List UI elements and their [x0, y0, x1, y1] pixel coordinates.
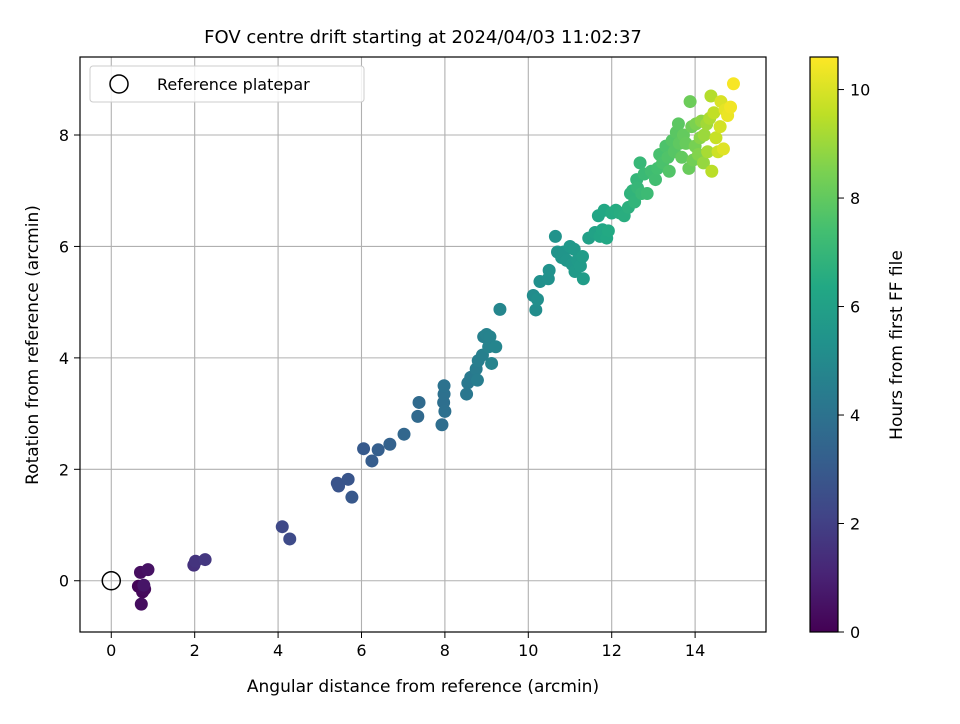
data-point	[705, 164, 719, 178]
y-tick-label: 6	[59, 237, 69, 256]
data-points	[131, 77, 740, 611]
x-tick-label: 8	[440, 641, 450, 660]
data-point	[493, 302, 507, 316]
x-axis-ticks: 0 2 4 6 8 10 12 14	[106, 632, 705, 660]
x-tick-label: 12	[602, 641, 622, 660]
data-point	[345, 490, 359, 504]
data-point	[701, 145, 715, 159]
colorbar-tick-label: 2	[850, 515, 860, 534]
data-point	[283, 532, 297, 546]
data-point	[485, 356, 499, 370]
data-point	[134, 597, 148, 611]
x-tick-label: 14	[685, 641, 705, 660]
data-point	[371, 443, 385, 457]
data-point	[601, 224, 615, 238]
data-point	[724, 100, 738, 114]
data-point	[141, 563, 155, 577]
y-axis-label: Rotation from reference (arcmin)	[23, 205, 43, 485]
data-point	[709, 131, 723, 145]
data-point	[707, 106, 721, 120]
x-tick-label: 0	[106, 641, 116, 660]
data-point	[648, 173, 662, 187]
data-point	[713, 120, 727, 134]
data-point	[697, 128, 711, 142]
data-point	[576, 249, 590, 263]
x-tick-label: 2	[190, 641, 200, 660]
data-point	[726, 77, 740, 91]
data-point	[489, 340, 503, 354]
plot-frame	[79, 56, 767, 633]
legend-box	[89, 65, 365, 103]
data-point	[411, 409, 425, 423]
colorbar-tick-label: 0	[850, 623, 860, 642]
data-point	[397, 427, 411, 441]
data-point	[435, 418, 449, 432]
data-point	[437, 379, 451, 393]
data-point	[470, 373, 484, 387]
colorbar-ticks: 0 2 4 6 8 10	[838, 81, 870, 642]
data-point	[530, 292, 544, 306]
data-point	[483, 330, 497, 344]
data-point	[671, 117, 685, 131]
data-point	[275, 520, 289, 534]
data-point	[662, 164, 676, 178]
data-point	[137, 578, 151, 592]
x-axis-label: Angular distance from reference (arcmin)	[247, 677, 599, 697]
data-point	[548, 229, 562, 243]
data-point	[704, 89, 718, 103]
chart-title: FOV centre drift starting at 2024/04/03 …	[204, 27, 642, 48]
data-point	[633, 156, 647, 170]
data-point	[365, 454, 379, 468]
data-point	[189, 554, 203, 568]
colorbar-label: Hours from first FF file	[887, 250, 907, 440]
reference-platepar-marker	[101, 570, 122, 591]
y-tick-label: 8	[59, 126, 69, 145]
data-point	[640, 187, 654, 201]
legend-label: Reference platepar	[157, 75, 310, 94]
x-tick-label: 10	[518, 641, 538, 660]
data-point	[383, 437, 397, 451]
y-tick-label: 4	[59, 349, 69, 368]
colorbar-tick-label: 8	[850, 189, 860, 208]
x-tick-label: 6	[356, 641, 366, 660]
data-point	[357, 442, 371, 456]
x-tick-label: 4	[273, 641, 283, 660]
colorbar-gradient	[809, 56, 839, 633]
data-point	[529, 303, 543, 317]
colorbar: 0 2 4 6 8 10 Hours from first FF file	[809, 56, 907, 642]
data-point	[542, 263, 556, 277]
data-point	[198, 553, 212, 567]
legend-marker-icon	[109, 74, 129, 94]
data-point	[332, 479, 346, 493]
data-point	[683, 95, 697, 109]
data-point	[675, 150, 689, 164]
legend: Reference platepar	[89, 65, 365, 103]
colorbar-tick-label: 10	[850, 81, 870, 100]
y-tick-label: 0	[59, 572, 69, 591]
data-point	[438, 404, 452, 418]
data-point	[716, 142, 730, 156]
data-point	[576, 272, 590, 286]
data-point	[341, 472, 355, 486]
y-tick-label: 2	[59, 460, 69, 479]
colorbar-tick-label: 6	[850, 298, 860, 317]
data-point	[460, 387, 474, 401]
y-axis-ticks: 0 2 4 6 8	[59, 126, 80, 591]
data-point	[412, 395, 426, 409]
data-point	[696, 156, 710, 170]
colorbar-tick-label: 4	[850, 406, 860, 425]
